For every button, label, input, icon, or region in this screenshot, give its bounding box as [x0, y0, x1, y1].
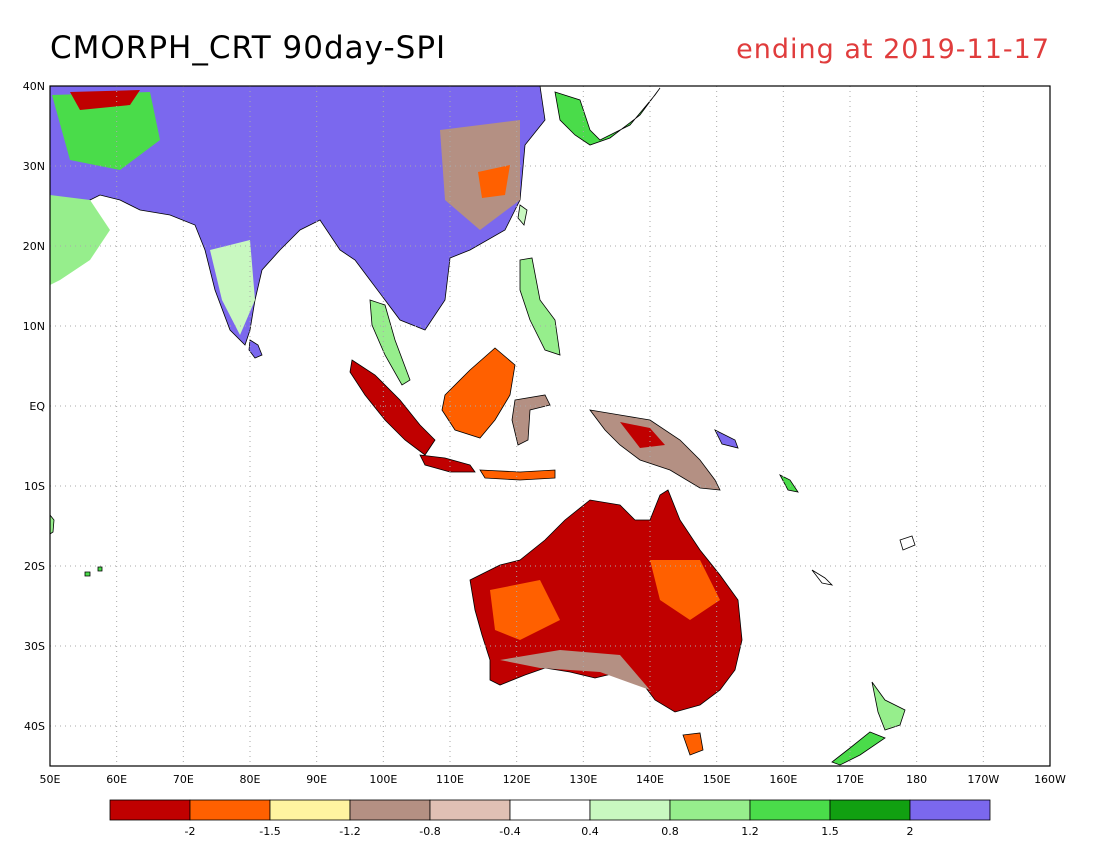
color-legend: -2 -1.5 -1.2 -0.8 -0.4 0.4 0.8 1.2 1.5 2 [109, 799, 991, 838]
australia-east-orange [650, 560, 720, 620]
map-frame [49, 85, 1051, 767]
malay-peninsula [369, 299, 411, 386]
sri-lanka [248, 339, 263, 359]
lon-label: 110E [436, 773, 464, 786]
lat-label: 30S [24, 640, 45, 653]
legend-swatch [749, 799, 831, 821]
land-regions [49, 85, 916, 766]
lat-label: 30N [23, 160, 45, 173]
legend-swatch [669, 799, 751, 821]
lon-label: 170E [836, 773, 864, 786]
sulawesi [511, 394, 551, 446]
legend-label: 0.4 [581, 825, 599, 838]
legend-swatch [349, 799, 431, 821]
map-title: CMORPH_CRT 90day-SPI [50, 30, 447, 66]
lon-label: 180 [906, 773, 927, 786]
legend-label: -1.2 [339, 825, 360, 838]
lon-label: 80E [240, 773, 261, 786]
mascarene-islands [84, 566, 103, 577]
lon-label: 150E [703, 773, 731, 786]
borneo [441, 347, 516, 439]
vanuatu [779, 474, 799, 493]
tasmania [682, 732, 704, 756]
lon-label: 170W [967, 773, 999, 786]
lat-label: 40N [23, 80, 45, 93]
legend-label: -0.8 [419, 825, 440, 838]
legend-swatch [589, 799, 671, 821]
asia-mainland [49, 85, 546, 346]
japan [554, 87, 661, 146]
legend-swatch [509, 799, 591, 821]
new-guinea-red-patch [620, 422, 665, 448]
lat-label: 40S [24, 720, 45, 733]
legend-label: 0.8 [661, 825, 679, 838]
lon-label: 90E [306, 773, 327, 786]
lon-label: 120E [503, 773, 531, 786]
legend-label: 1.2 [741, 825, 759, 838]
asia-green-patch [52, 92, 160, 170]
legend-swatch [189, 799, 271, 821]
lon-label: 160W [1034, 773, 1066, 786]
lon-label: 100E [369, 773, 397, 786]
lon-label: 50E [40, 773, 61, 786]
australia-brown-patch [500, 650, 650, 690]
latitude-labels: 40N 30N 20N 10N EQ 10S 20S 30S 40S [23, 80, 46, 733]
legend-swatch [829, 799, 911, 821]
legend-label: -1.5 [259, 825, 280, 838]
asia-lightgreen-patch [210, 240, 255, 335]
solomon-islands [714, 429, 739, 449]
lesser-sunda [479, 469, 556, 481]
lat-lon-grid [50, 86, 1050, 766]
longitude-labels: 50E 60E 70E 80E 90E 100E 110E 120E 130E 140E 150E 1… [40, 773, 1067, 786]
legend-label: -2 [185, 825, 196, 838]
legend-label: 1.5 [821, 825, 839, 838]
lat-label: 20S [24, 560, 45, 573]
new-caledonia [811, 569, 834, 586]
lon-label: 160E [769, 773, 797, 786]
lat-label: EQ [29, 400, 45, 413]
legend-swatch [909, 799, 991, 821]
lon-label: 60E [106, 773, 127, 786]
legend-label: -0.4 [499, 825, 520, 838]
himalaya-red-patch [70, 90, 140, 110]
lon-label: 130E [569, 773, 597, 786]
new-zealand-south [831, 731, 886, 766]
lat-label: 20N [23, 240, 45, 253]
fiji [899, 535, 916, 551]
arabia-green-patch [50, 195, 110, 285]
australia-orange-patch [490, 580, 560, 640]
china-red-patch [478, 165, 510, 198]
lon-label: 140E [636, 773, 664, 786]
legend-swatch [109, 799, 191, 821]
new-zealand-north [871, 681, 906, 731]
sumatra [349, 359, 436, 456]
philippines [519, 257, 561, 356]
legend-swatch [429, 799, 511, 821]
lon-label: 70E [173, 773, 194, 786]
java [419, 454, 476, 473]
lat-label: 10N [23, 320, 45, 333]
legend-label: 2 [907, 825, 914, 838]
map-date-subtitle: ending at 2019-11-17 [736, 34, 1050, 65]
legend-swatch [269, 799, 351, 821]
lat-label: 10S [24, 480, 45, 493]
new-guinea [589, 409, 721, 491]
taiwan [517, 204, 528, 226]
